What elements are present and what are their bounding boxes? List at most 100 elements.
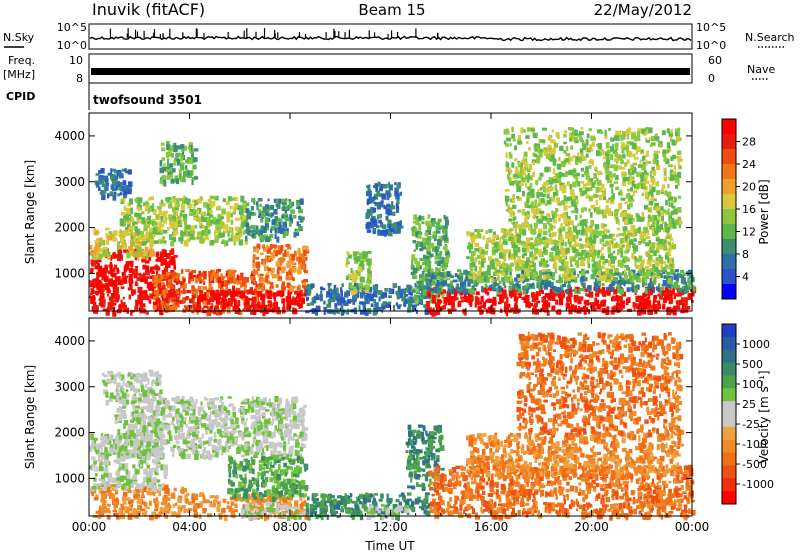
heatmap-cell xyxy=(437,310,440,315)
heatmap-cell xyxy=(634,304,636,310)
heatmap-cell xyxy=(585,222,587,227)
heatmap-cell xyxy=(129,274,133,280)
heatmap-cell xyxy=(648,127,653,133)
heatmap-cell xyxy=(227,307,231,313)
heatmap-cell xyxy=(655,137,658,141)
heatmap-cell xyxy=(467,233,469,236)
heatmap-cell xyxy=(160,160,163,166)
heatmap-cell xyxy=(150,239,154,244)
heatmap-cell xyxy=(459,278,462,281)
heatmap-cell xyxy=(114,265,117,270)
heatmap-cell xyxy=(480,310,484,315)
heatmap-cell xyxy=(648,208,650,211)
heatmap-cell xyxy=(231,198,235,201)
heatmap-cell xyxy=(242,279,245,285)
heatmap-cell xyxy=(559,275,561,281)
heatmap-cell xyxy=(522,191,525,196)
heatmap-cell xyxy=(656,190,660,195)
heatmap-cell xyxy=(450,275,454,278)
heatmap-cell xyxy=(192,275,196,278)
heatmap-cell xyxy=(297,221,299,226)
heatmap-cell xyxy=(501,273,505,276)
heatmap-cell xyxy=(408,292,412,295)
heatmap-cell xyxy=(292,254,295,260)
heatmap-cell xyxy=(350,285,354,288)
heatmap-cell xyxy=(111,185,115,190)
heatmap-cell xyxy=(558,172,561,178)
heatmap-cell xyxy=(473,235,478,240)
heatmap-cell xyxy=(226,201,230,205)
heatmap-cell xyxy=(161,200,164,205)
heatmap-cell xyxy=(552,197,555,202)
heatmap-cell xyxy=(609,171,613,177)
heatmap-cell xyxy=(314,297,319,300)
heatmap-cell xyxy=(185,269,190,272)
heatmap-cell xyxy=(531,293,536,298)
heatmap-cell xyxy=(337,295,340,299)
heatmap-cell xyxy=(236,236,239,241)
heatmap-cell xyxy=(96,278,99,284)
heatmap-cell xyxy=(215,225,219,230)
heatmap-cell xyxy=(549,252,553,257)
heatmap-cell xyxy=(538,233,542,237)
heatmap-cell xyxy=(667,184,669,188)
heatmap-cell xyxy=(162,236,165,239)
heatmap-cell xyxy=(566,289,569,294)
heatmap-cell xyxy=(592,160,594,165)
heatmap-cell xyxy=(243,231,245,235)
heatmap-cell xyxy=(168,282,172,285)
heatmap-cell xyxy=(222,305,225,311)
heatmap-cell xyxy=(543,231,548,236)
heatmap-cell xyxy=(378,220,382,224)
heatmap-cell xyxy=(565,242,567,247)
heatmap-cell xyxy=(433,220,436,224)
heatmap-cell xyxy=(103,247,108,250)
heatmap-cell xyxy=(415,220,419,225)
heatmap-cell xyxy=(569,244,572,248)
heatmap-cell xyxy=(518,135,521,140)
heatmap-cell xyxy=(230,206,233,209)
heatmap-cell xyxy=(636,259,640,263)
heatmap-cell xyxy=(678,165,682,169)
heatmap-cell xyxy=(583,245,588,248)
heatmap-cell xyxy=(512,205,516,209)
heatmap-cell xyxy=(249,232,252,235)
heatmap-cell xyxy=(412,290,416,293)
heatmap-cell xyxy=(387,204,390,207)
heatmap-cell xyxy=(102,293,105,299)
heatmap-cell xyxy=(638,265,642,269)
heatmap-cell xyxy=(149,197,151,200)
heatmap-cell xyxy=(470,289,475,295)
heatmap-cell xyxy=(582,157,586,160)
heatmap-cell xyxy=(505,269,508,274)
heatmap-cell xyxy=(281,270,285,274)
heatmap-cell xyxy=(297,200,300,203)
heatmap-cell xyxy=(143,226,147,231)
heatmap-cell xyxy=(589,165,592,169)
heatmap-cell xyxy=(534,253,537,257)
heatmap-cell xyxy=(115,295,118,301)
heatmap-cell xyxy=(323,307,327,310)
heatmap-cell xyxy=(614,181,618,184)
heatmap-cell xyxy=(499,296,502,302)
heatmap-cell xyxy=(295,229,297,232)
heatmap-cell xyxy=(281,286,286,290)
heatmap-cell xyxy=(555,300,558,305)
heatmap-cell xyxy=(567,268,570,274)
heatmap-cell xyxy=(173,160,176,166)
heatmap-cell xyxy=(414,294,418,300)
heatmap-cell xyxy=(113,195,117,201)
heatmap-cell xyxy=(284,217,289,221)
heatmap-cell xyxy=(170,146,173,152)
heatmap-cell xyxy=(366,191,371,196)
heatmap-cell xyxy=(161,143,165,146)
heatmap-cell xyxy=(297,293,301,296)
heatmap-cell xyxy=(661,216,664,221)
heatmap-cell xyxy=(509,291,514,296)
heatmap-cell xyxy=(554,262,558,268)
heatmap-cell xyxy=(544,243,547,247)
heatmap-cell xyxy=(428,269,431,275)
heatmap-cell xyxy=(151,251,155,257)
heatmap-cell xyxy=(676,304,680,310)
heatmap-cell xyxy=(577,223,579,226)
